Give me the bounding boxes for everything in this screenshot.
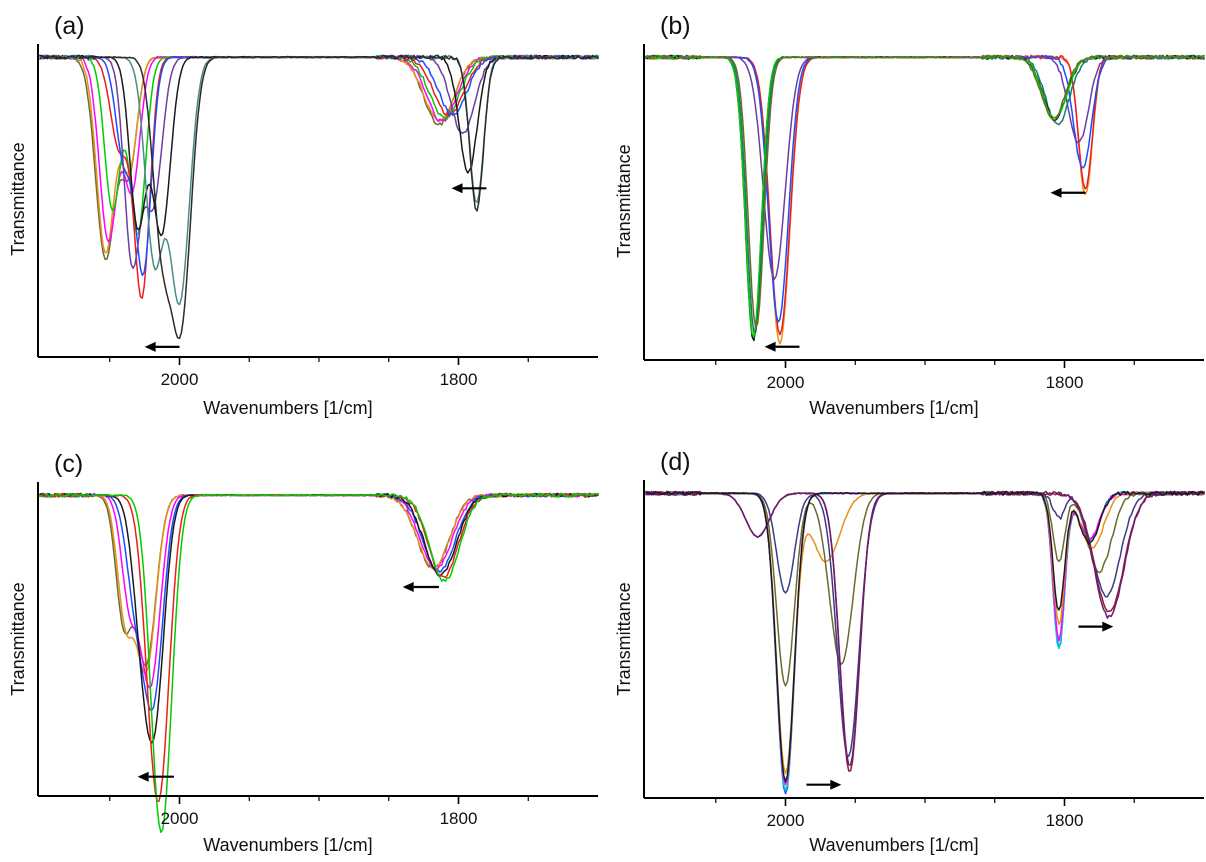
series-line [645,490,1205,772]
shift-arrow-head [1050,187,1062,198]
shift-arrow-head [764,341,776,352]
series-line [39,492,599,834]
series-line [645,490,1205,795]
series-line [645,54,1205,342]
panel-label: (b) [660,12,691,40]
series-line [645,490,1205,775]
series-line [39,492,599,744]
shift-arrow-head [144,341,156,352]
series-line [645,54,1205,334]
panel-label: (c) [54,450,83,478]
series-line [645,490,1205,766]
series-line [39,492,599,689]
panel-d: 2000 1800 (d) Wavenumbers [1/cm] Transmittan… [614,448,1205,855]
series-line [645,490,1205,783]
series-line [39,54,599,340]
series-line [39,54,599,243]
x-axis-title: Wavenumbers [1/cm] [809,398,978,418]
y-axis-title: Transmittance [8,142,28,255]
x-tick-label: 2000 [161,370,199,389]
panel-b: 2000 1800 (b) Wavenumbers [1/cm] Transmittan… [614,12,1205,418]
series-line [645,490,1205,792]
series-line [39,54,599,254]
series-line [645,490,1205,757]
series-line [645,490,1205,786]
series-line [39,54,599,237]
series-line [645,54,1205,280]
shift-arrow-head [451,183,463,194]
x-tick-label: 1800 [1046,811,1084,830]
y-axis-title: Transmittance [614,582,634,695]
x-axis-title: Wavenumbers [1/cm] [203,835,372,855]
series-line [39,492,599,712]
series-line [645,54,1205,345]
x-tick-label: 2000 [767,373,805,392]
shift-arrow-head [830,779,842,790]
series-line [645,54,1205,323]
x-tick-label: 1800 [440,809,478,828]
x-tick-label: 2000 [161,809,199,828]
panel-a: 2000 1800 (a) Wavenumbers [1/cm] Transmittan… [8,12,599,418]
shift-arrow-head [402,581,414,592]
x-axis-title: Wavenumbers [1/cm] [809,835,978,855]
x-tick-label: 1800 [1046,373,1084,392]
series-line [645,54,1205,338]
panel-label: (d) [660,448,691,476]
y-axis-title: Transmittance [8,582,28,695]
series-line [39,54,599,236]
x-tick-label: 2000 [767,811,805,830]
series-line [645,54,1205,336]
shift-arrow-head [1102,621,1114,632]
x-axis-title: Wavenumbers [1/cm] [203,398,372,418]
panel-label: (a) [54,12,85,40]
panel-c: 2000 1800 (c) Wavenumbers [1/cm] Transmittan… [8,450,599,855]
y-axis-title: Transmittance [614,144,634,257]
series-line [645,54,1205,329]
x-tick-label: 1800 [440,370,478,389]
shift-arrow-head [137,771,149,782]
